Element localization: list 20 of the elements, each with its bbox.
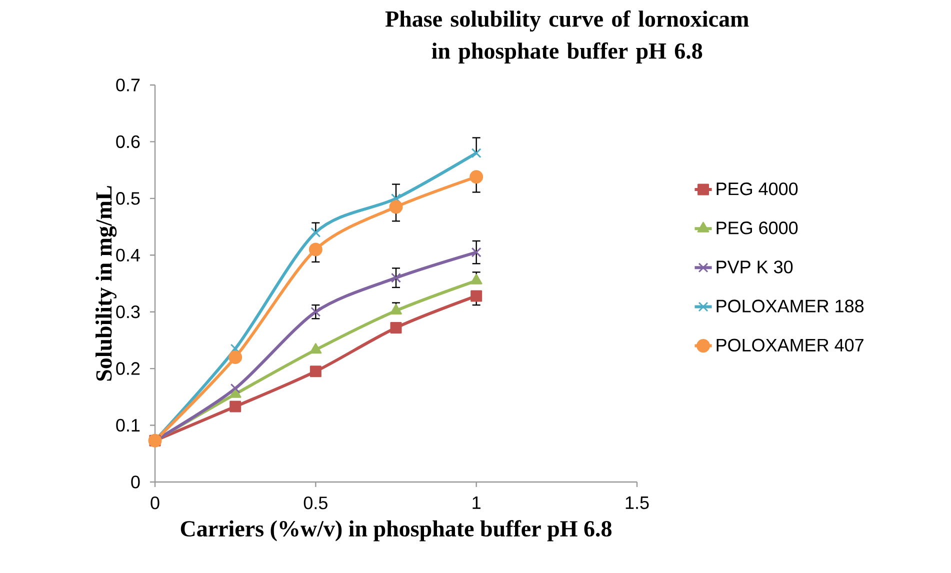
legend-label: POLOXAMER 188 <box>716 300 864 312</box>
x-tick-label: 1.5 <box>626 496 649 510</box>
y-tick-label: 0.1 <box>116 418 140 432</box>
y-tick-label: 0 <box>131 476 140 488</box>
x-axis-title: Carriers (%w/v) in phosphate buffer pH 6.8 <box>180 520 612 542</box>
y-tick-label: 0.3 <box>116 305 140 318</box>
legend-label: PEG 4000 <box>716 182 798 196</box>
y-tick-label: 0.4 <box>116 248 140 262</box>
y-tick-label: 0.6 <box>116 135 140 148</box>
y-axis-title: Solubility in mg/mL <box>96 186 117 381</box>
x-tick-label: 0.5 <box>304 496 328 510</box>
x-tick-label: 1 <box>472 496 480 509</box>
chart-title: Phase solubility curve of lornoxicam in phosphate buffer pH 6.8 <box>385 10 749 64</box>
legend-label: PEG 6000 <box>716 222 798 234</box>
x-tick-label: 0 <box>150 496 160 510</box>
legend-label: POLOXAMER 407 <box>716 338 864 352</box>
legend-label: PVP K 30 <box>716 260 793 274</box>
y-tick-label: 0.2 <box>116 362 140 375</box>
y-tick-label: 0.7 <box>116 78 140 92</box>
y-tick-label: 0.5 <box>116 192 140 205</box>
